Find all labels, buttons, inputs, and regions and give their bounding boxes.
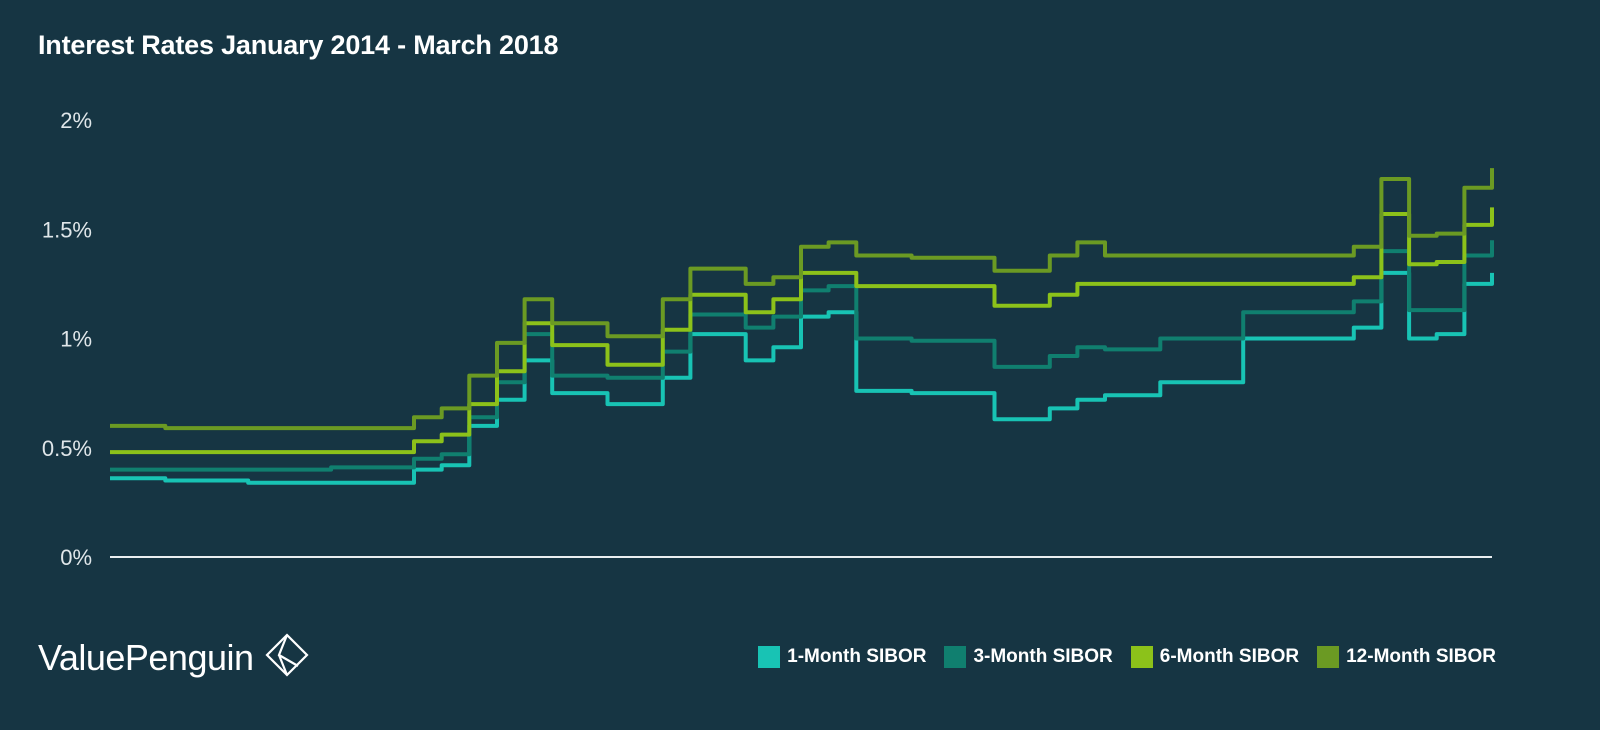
series-lines bbox=[110, 168, 1494, 485]
series-line-12-month-sibor bbox=[110, 168, 1494, 431]
legend-item-6-month: 6-Month SIBOR bbox=[1130, 646, 1300, 668]
y-axis-labels: 0% 0.5% 1% 1.5% 2% bbox=[42, 108, 92, 570]
y-tick-label: 0.5% bbox=[42, 436, 92, 461]
legend-item-3-month: 3-Month SIBOR bbox=[944, 646, 1113, 668]
brand-name: ValuePenguin bbox=[38, 636, 254, 678]
legend-swatch bbox=[944, 646, 967, 668]
y-tick-label: 1.5% bbox=[42, 217, 92, 242]
legend-item-1-month: 1-Month SIBOR bbox=[758, 646, 926, 668]
y-tick-label: 0% bbox=[60, 545, 92, 570]
y-tick-label: 1% bbox=[60, 327, 92, 352]
legend-swatch bbox=[1130, 646, 1153, 668]
chart-legend: 1-Month SIBOR 3-Month SIBOR 6-Month SIBO… bbox=[740, 646, 1496, 668]
y-tick-label: 2% bbox=[60, 108, 92, 133]
diamond-arrow-logo-icon bbox=[264, 632, 310, 683]
legend-label: 1-Month SIBOR bbox=[787, 646, 927, 667]
legend-label: 6-Month SIBOR bbox=[1159, 646, 1300, 667]
legend-swatch bbox=[1317, 646, 1340, 668]
legend-item-12-month: 12-Month SIBOR bbox=[1317, 646, 1496, 668]
legend-label: 12-Month SIBOR bbox=[1346, 646, 1496, 667]
brand: ValuePenguin bbox=[38, 632, 310, 683]
legend-label: 3-Month SIBOR bbox=[973, 646, 1113, 667]
chart-title: Interest Rates January 2014 - March 2018 bbox=[38, 30, 559, 60]
legend-swatch bbox=[758, 646, 781, 668]
series-line-1-month-sibor bbox=[110, 270, 1494, 485]
